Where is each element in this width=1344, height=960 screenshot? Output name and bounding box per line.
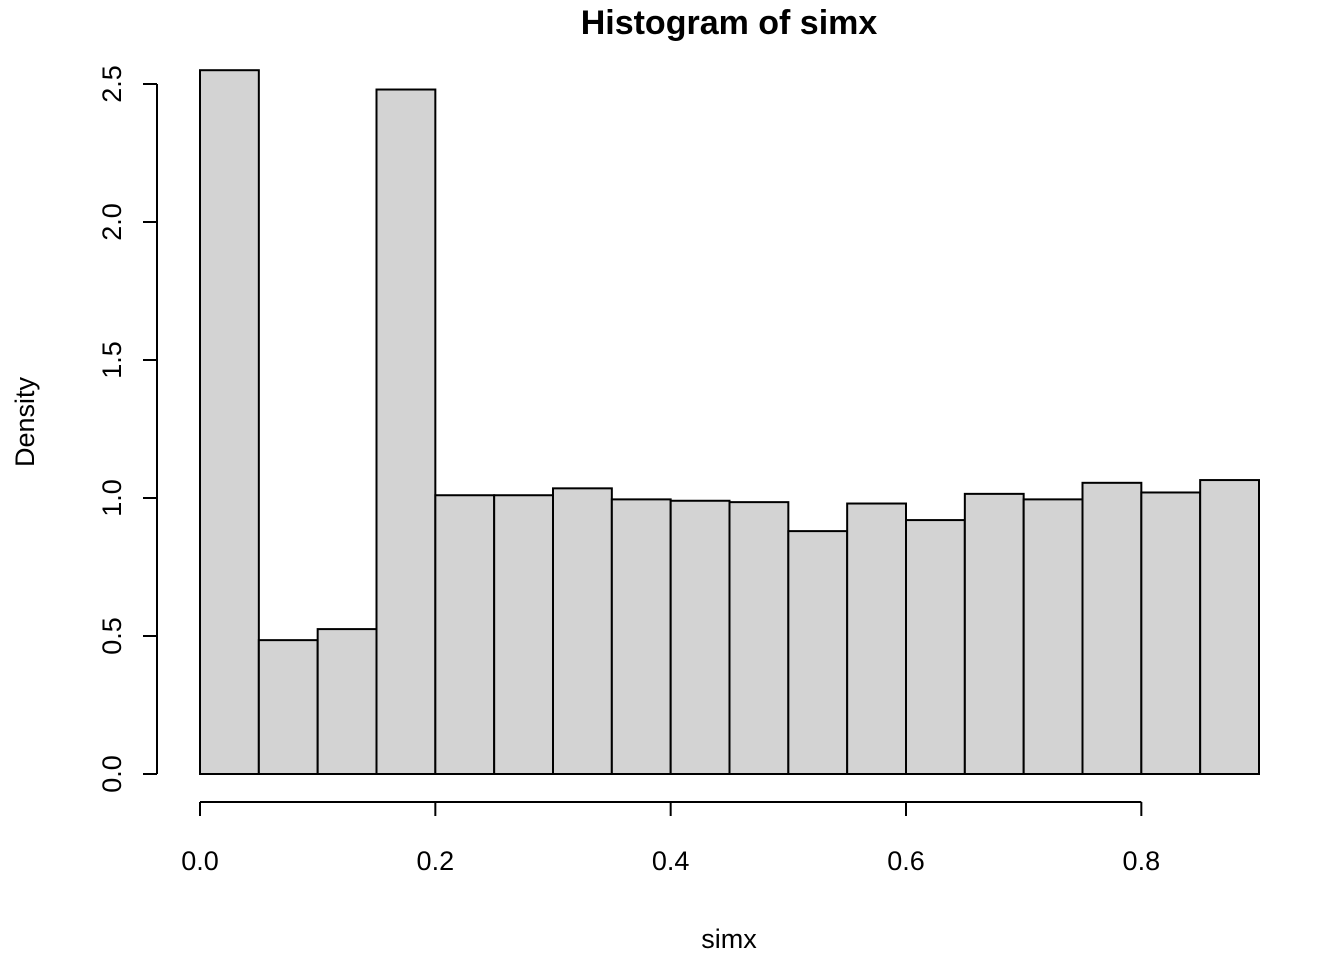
histogram-bar (846, 502, 908, 775)
y-axis-tick-label: 0.0 (97, 755, 127, 793)
x-axis-tick-label: 0.8 (1123, 846, 1161, 876)
histogram-bar (199, 69, 260, 775)
histogram-bar (1022, 498, 1084, 775)
y-axis-tick-label: 0.5 (97, 617, 127, 655)
y-axis-label: Density (10, 376, 40, 467)
histogram-bars (199, 69, 1260, 776)
y-axis-tick-label: 2.5 (97, 65, 127, 103)
histogram-bar (610, 498, 672, 775)
x-axis-tick-label: 0.6 (887, 846, 925, 876)
x-axis-tick-label: 0.4 (652, 846, 690, 876)
histogram-bar (316, 628, 378, 775)
histogram-bar (375, 88, 437, 775)
histogram-bar (787, 530, 849, 775)
x-axis: 0.0 0.2 0.4 0.6 0.8 (181, 801, 1161, 876)
histogram-bar (1081, 481, 1143, 775)
chart-title: Histogram of simx (581, 4, 878, 42)
x-axis-tick-label: 0.0 (181, 846, 219, 876)
histogram-bar (1199, 479, 1260, 775)
histogram-bar (257, 639, 319, 776)
y-axis-tick-label: 2.0 (97, 203, 127, 241)
histogram-bar (963, 492, 1025, 775)
histogram-bar (669, 499, 731, 775)
histogram-bar (728, 501, 790, 775)
histogram-bar (905, 519, 966, 776)
histogram-bar (1140, 491, 1202, 775)
y-axis: 0.0 0.5 1.0 1.5 2.0 2.5 (97, 65, 158, 793)
histogram-bar (434, 494, 496, 775)
histogram-bar (493, 494, 554, 775)
histogram-bar (552, 487, 613, 775)
y-axis-tick-label: 1.5 (97, 341, 127, 379)
x-axis-tick-label: 0.2 (417, 846, 455, 876)
x-axis-label: simx (701, 924, 757, 954)
y-axis-tick-label: 1.0 (97, 479, 127, 517)
